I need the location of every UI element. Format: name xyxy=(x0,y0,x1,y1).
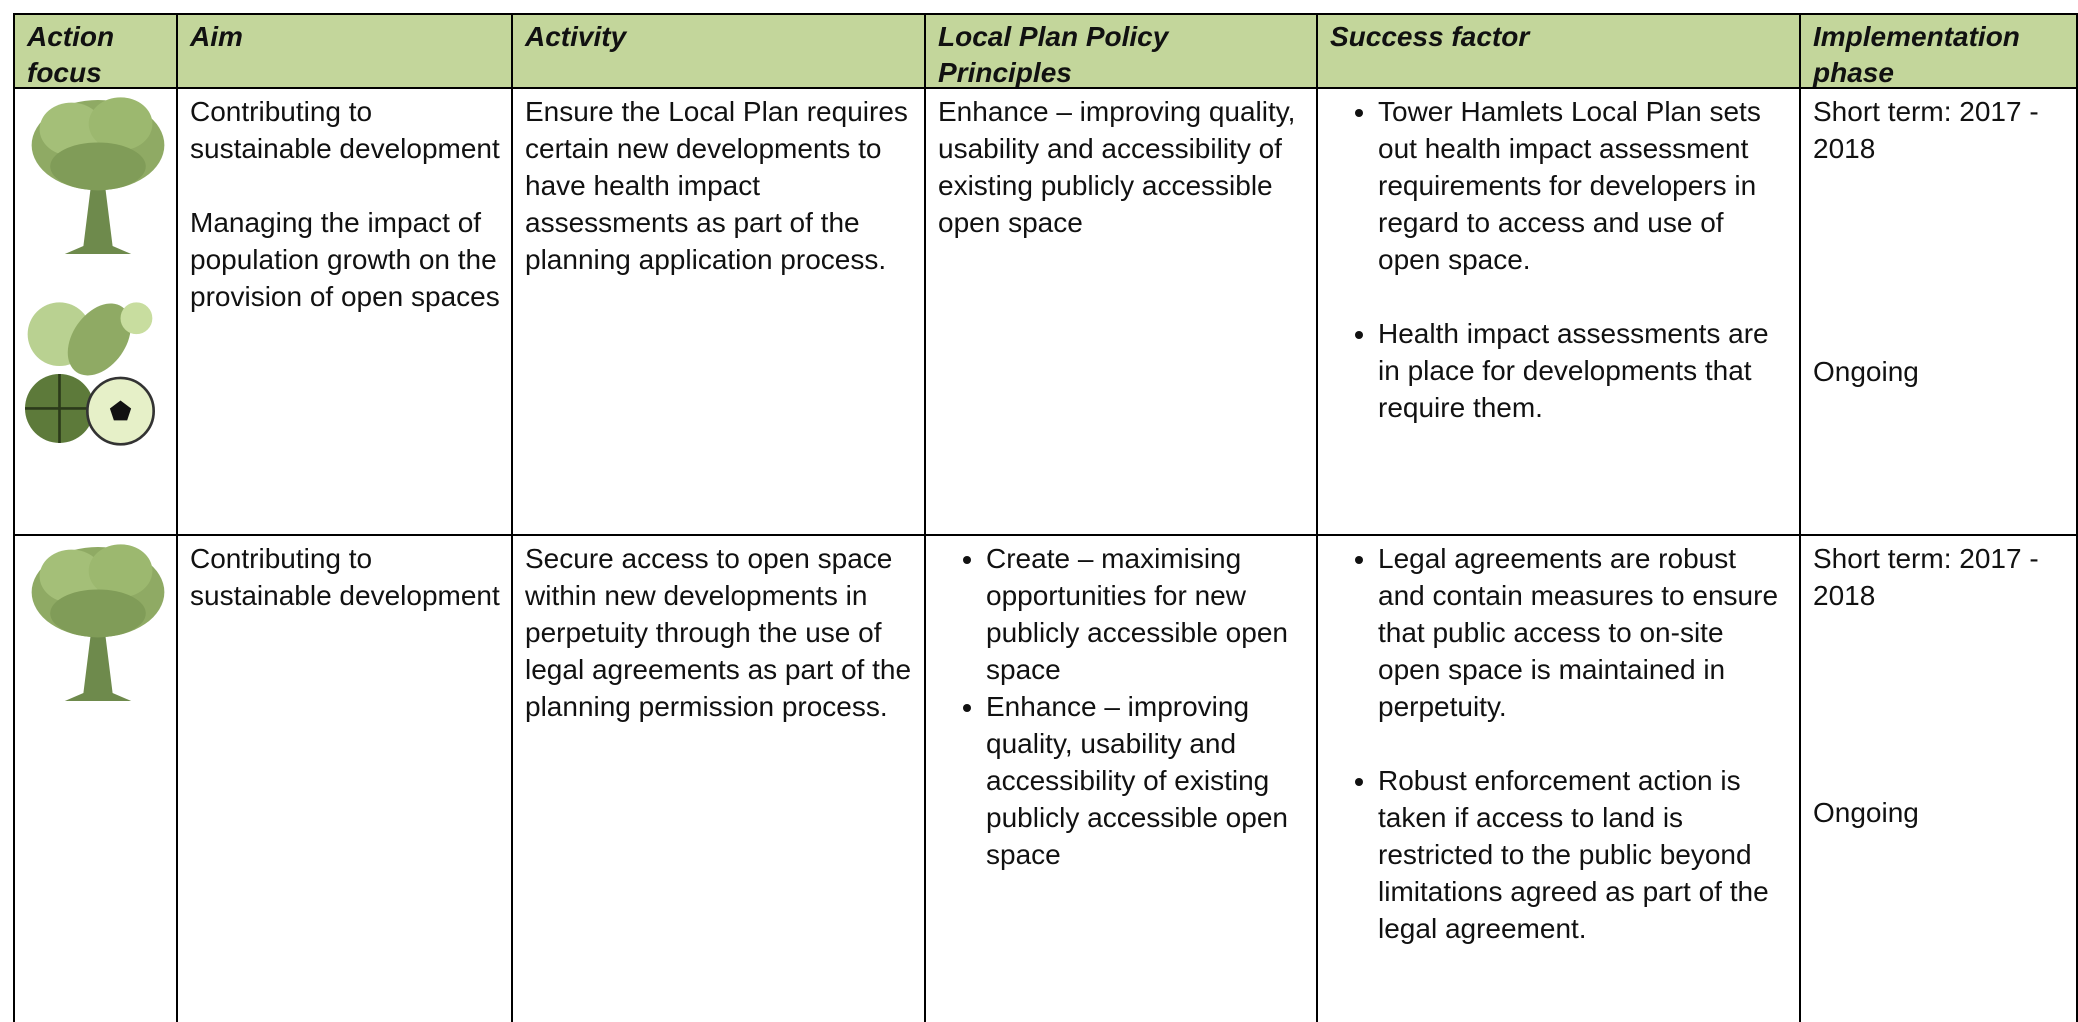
aim-text: Contributing to sustainable development xyxy=(190,96,500,164)
header-cell: Activity xyxy=(511,13,926,89)
principles-list: Create – maximising opportunities for ne… xyxy=(938,540,1306,873)
activity-text: Ensure the Local Plan requires certain n… xyxy=(525,96,908,275)
principle-item: Enhance – improving quality, usability a… xyxy=(986,688,1306,873)
success-item: Legal agreements are robust and contain … xyxy=(1378,540,1789,725)
header-text: Local Plan Policy Principles xyxy=(938,21,1169,88)
success-list: Tower Hamlets Local Plan sets out health… xyxy=(1330,93,1789,426)
principles-cell: Create – maximising opportunities for ne… xyxy=(924,534,1318,1022)
tree-icon xyxy=(31,97,165,254)
phase-text: Short term: 2017 - 2018 xyxy=(1813,543,2039,611)
header-cell: Success factor xyxy=(1316,13,1801,89)
header-text: Action focus xyxy=(27,21,115,88)
header-cell: Aim xyxy=(176,13,513,89)
principle-item: Create – maximising opportunities for ne… xyxy=(986,540,1306,688)
phase-cell: Short term: 2017 - 2018 Ongoing xyxy=(1799,534,2078,1022)
tree-icon xyxy=(31,544,165,701)
success-item: Robust enforcement action is taken if ac… xyxy=(1378,762,1789,947)
phase-text: Short term: 2017 - 2018 xyxy=(1813,96,2039,164)
activity-cell: Secure access to open space within new d… xyxy=(511,534,926,1022)
aim-text: Contributing to sustainable development xyxy=(190,543,500,611)
aim-text: Managing the impact of population growth… xyxy=(190,207,500,312)
header-text: Implementation phase xyxy=(1813,21,2020,88)
principles-cell: Enhance – improving quality, usability a… xyxy=(924,87,1318,536)
header-text: Aim xyxy=(190,21,243,52)
action-focus-cell xyxy=(13,534,178,1022)
activity-cell: Ensure the Local Plan requires certain n… xyxy=(511,87,926,536)
success-cell: Legal agreements are robust and contain … xyxy=(1316,534,1801,1022)
header-cell: Local Plan Policy Principles xyxy=(924,13,1318,89)
success-item: Health impact assessments are in place f… xyxy=(1378,315,1789,426)
header-cell: Action focus xyxy=(13,13,178,89)
principle-text: Enhance – improving quality, usability a… xyxy=(938,96,1296,238)
success-list: Legal agreements are robust and contain … xyxy=(1330,540,1789,947)
header-cell: Implementation phase xyxy=(1799,13,2078,89)
phase-cell: Short term: 2017 - 2018 Ongoing xyxy=(1799,87,2078,536)
header-text: Success factor xyxy=(1330,21,1530,52)
success-cell: Tower Hamlets Local Plan sets out health… xyxy=(1316,87,1801,536)
success-item: Tower Hamlets Local Plan sets out health… xyxy=(1378,93,1789,278)
aim-cell: Contributing to sustainable development xyxy=(176,534,513,1022)
phase-text: Ongoing xyxy=(1813,797,1919,828)
header-text: Activity xyxy=(525,21,627,52)
activity-text: Secure access to open space within new d… xyxy=(525,543,912,722)
sports-icon xyxy=(25,302,155,446)
phase-text: Ongoing xyxy=(1813,356,1919,387)
action-focus-cell xyxy=(13,87,178,536)
aim-cell: Contributing to sustainable development M… xyxy=(176,87,513,536)
